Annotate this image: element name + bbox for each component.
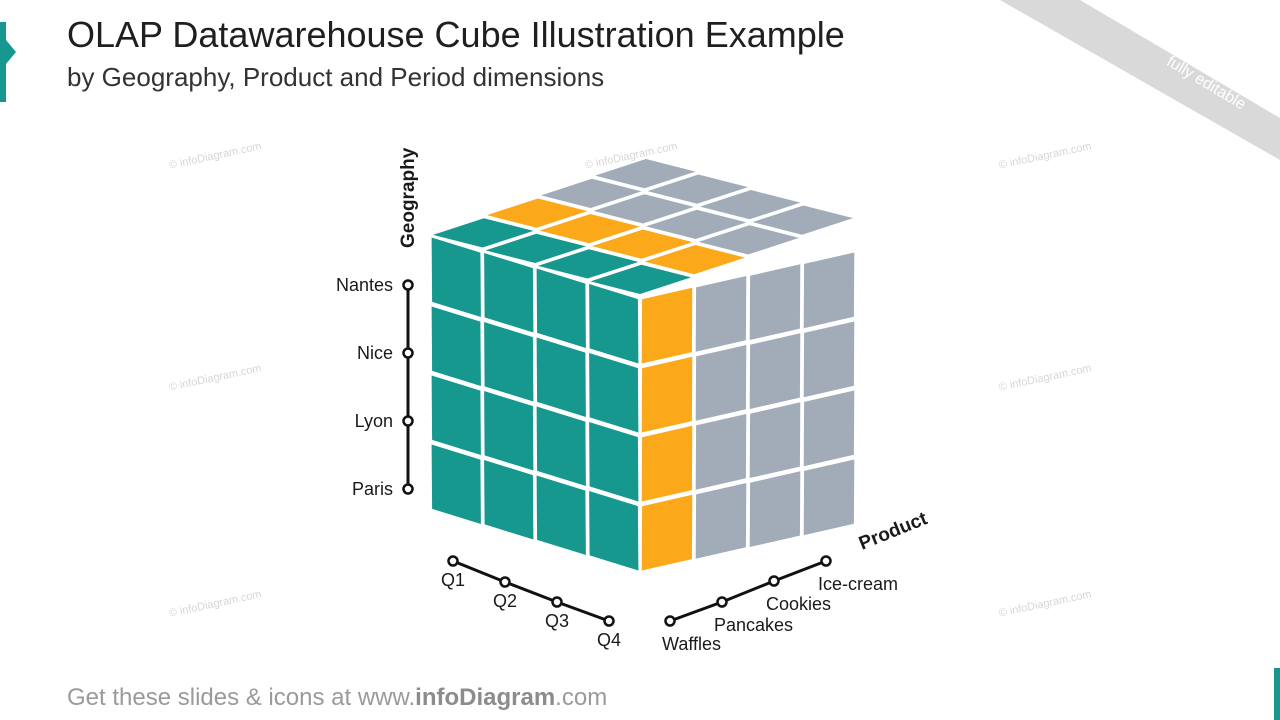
product-axis-marker [716, 596, 728, 608]
cube-left-cell [484, 322, 534, 402]
period-axis-marker [603, 615, 615, 627]
cube-left-cell [431, 237, 481, 317]
right-accent-bar [1274, 668, 1280, 720]
footer-suffix: .com [555, 684, 608, 711]
cube-left-cell [536, 475, 586, 555]
cube-left-cell [589, 284, 639, 364]
geography-axis-marker [402, 279, 414, 291]
cube-right-cell [749, 333, 801, 409]
page-subtitle: by Geography, Product and Period dimensi… [67, 62, 605, 92]
product-label: Cookies [766, 594, 831, 614]
product-label: Pancakes [714, 615, 793, 635]
cube-left-cell [536, 268, 586, 348]
product-label: Ice-cream [818, 574, 898, 594]
cube-top-cell [592, 229, 693, 259]
geography-axis-marker [402, 347, 414, 359]
cube-left-cell [484, 460, 534, 540]
geography-label: Paris [352, 479, 393, 499]
period-label: Q4 [597, 630, 621, 650]
geography-label: Nantes [336, 275, 393, 295]
left-accent-bar [0, 22, 6, 102]
cube-top-cell [595, 159, 696, 189]
product-axis-line [669, 559, 827, 623]
geography-label: Nice [357, 343, 393, 363]
cube-right-cell [641, 356, 693, 433]
product-label: Waffles [662, 634, 721, 654]
page-title: OLAP Datawarehouse Cube Illustration Exa… [67, 14, 845, 55]
cube-right-cell [695, 414, 747, 490]
geography-label: Lyon [355, 411, 393, 431]
geography-axis-marker [402, 415, 414, 427]
cube-top-cell [487, 198, 588, 228]
cube-top-cell [752, 205, 853, 235]
period-axis-marker [447, 555, 459, 567]
period-label: Q2 [493, 591, 517, 611]
cube-top-face [433, 159, 853, 294]
footer-prefix: Get these slides & icons at www. [67, 684, 416, 711]
cube-top-cell [541, 178, 642, 208]
product-axis-marker [664, 615, 676, 627]
cube-top-cell [700, 190, 801, 220]
cube-right-cell [803, 390, 855, 467]
cube-right-cell [749, 471, 801, 547]
period-axis-marker [499, 576, 511, 588]
cube-top-cell [539, 214, 640, 244]
cube-right-cell [641, 494, 693, 571]
footer-brand: infoDiagram [415, 684, 556, 711]
cube-right-cell [749, 402, 801, 478]
cube-right-cell [803, 252, 855, 329]
cube-left-cell [589, 422, 639, 502]
cube-left-cell [484, 391, 534, 471]
cube-left-cell [431, 444, 481, 524]
geography-axis-marker [402, 483, 414, 495]
ribbon-band [1000, 0, 1280, 160]
cube-top-cell [647, 174, 748, 204]
cube-left-face [431, 237, 639, 571]
product-axis-title: Product [856, 508, 931, 555]
cube-left-cell [589, 353, 639, 433]
product-axis-marker [768, 575, 780, 587]
cube-top-cell [698, 225, 799, 255]
left-accent-arrow-icon [6, 40, 16, 64]
period-label: Q3 [545, 611, 569, 631]
period-label: Q1 [441, 570, 465, 590]
cube-top-cell [593, 194, 694, 224]
cube-top-cell [433, 218, 534, 248]
cube-right-cell [803, 459, 855, 536]
cube-right-cell [695, 483, 747, 559]
cube-right-cell [641, 425, 693, 502]
cube-left-cell [536, 406, 586, 486]
footer-text: Get these slides & icons at www.infoDiag… [67, 684, 607, 712]
period-axis-marker [551, 596, 563, 608]
product-axis-marker [820, 555, 832, 567]
cube-right-cell [695, 345, 747, 421]
cube-right-cell [803, 321, 855, 398]
cube-top-cell [590, 264, 691, 294]
period-axis-line [452, 559, 610, 623]
cube-top-cell [646, 209, 747, 239]
cube-left-cell [589, 491, 639, 571]
cube-top-cell [644, 245, 745, 275]
cube-left-cell [431, 375, 481, 455]
cube-right-cell [641, 287, 693, 364]
cube-left-cell [431, 306, 481, 386]
geography-axis-title: Geography [398, 147, 419, 248]
cube-right-cell [749, 264, 801, 340]
cube-right-cell [695, 276, 747, 352]
cube-top-cell [538, 249, 639, 279]
cube-top-cell [485, 233, 586, 263]
cube-left-cell [484, 253, 534, 333]
cube-right-face [641, 252, 855, 571]
cube-left-cell [536, 337, 586, 417]
